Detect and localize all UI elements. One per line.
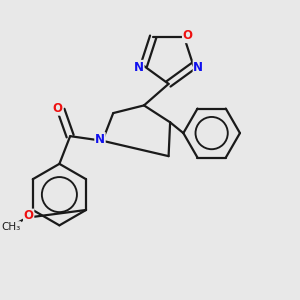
Text: N: N	[134, 61, 144, 74]
Text: N: N	[95, 133, 105, 146]
Text: O: O	[183, 29, 193, 43]
Text: O: O	[24, 209, 34, 222]
Text: O: O	[53, 102, 63, 115]
Text: N: N	[194, 61, 203, 74]
Text: CH₃: CH₃	[2, 222, 21, 232]
